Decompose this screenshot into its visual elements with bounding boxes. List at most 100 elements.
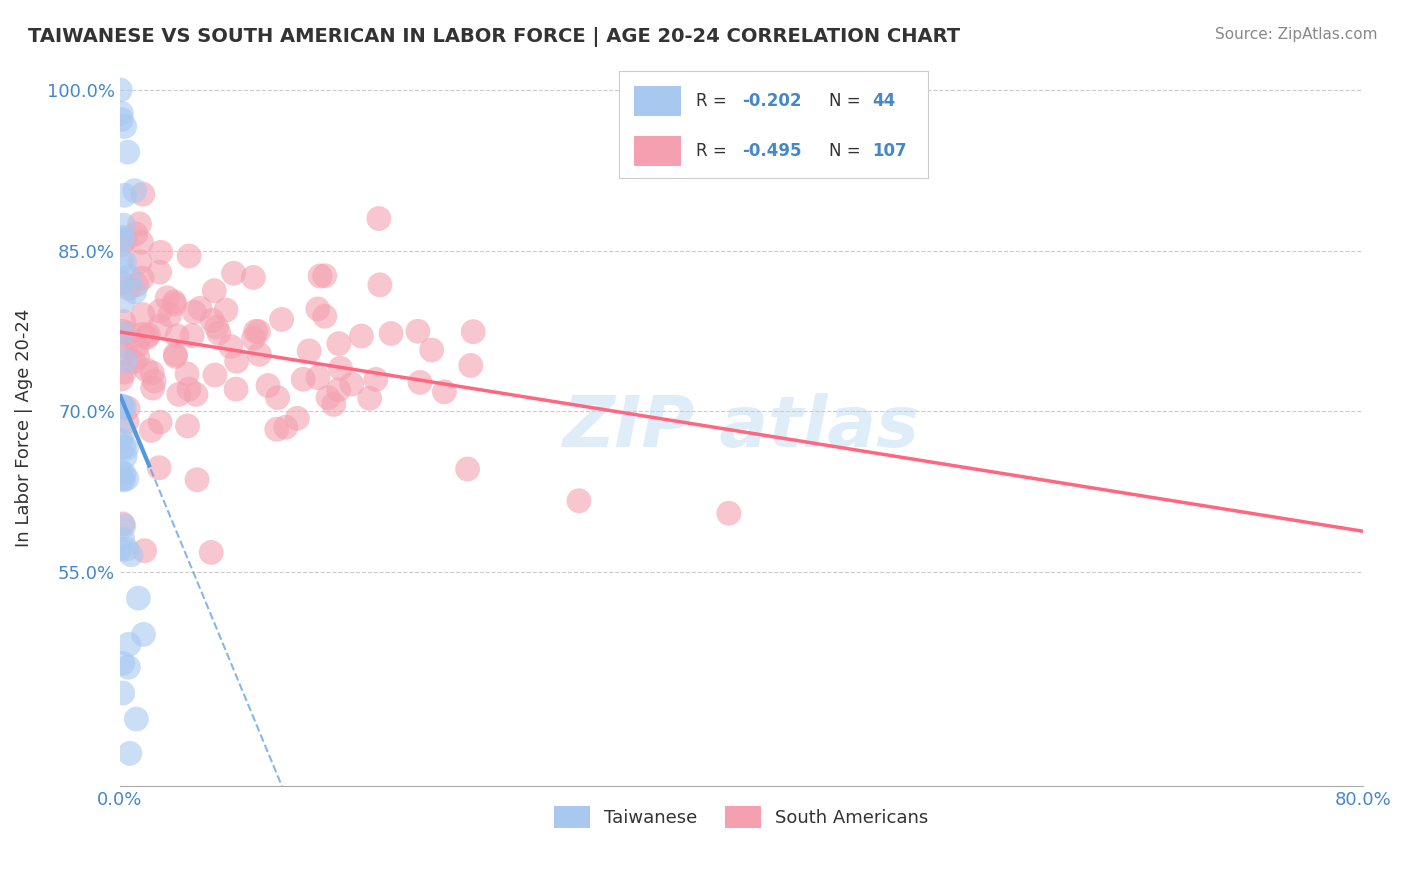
Point	[380, 326, 402, 341]
Point	[266, 422, 288, 436]
Point	[245, 324, 267, 338]
Point	[132, 187, 155, 202]
Point	[364, 372, 387, 386]
Point	[111, 657, 134, 671]
Point	[135, 363, 157, 377]
Point	[183, 305, 205, 319]
Text: 44: 44	[872, 93, 896, 111]
Point	[149, 415, 172, 429]
Point	[159, 308, 181, 322]
Point	[117, 145, 139, 160]
Point	[112, 218, 135, 232]
Point	[111, 401, 134, 415]
Point	[328, 383, 350, 397]
Point	[186, 473, 208, 487]
Point	[287, 411, 309, 425]
Point	[138, 328, 160, 343]
Point	[307, 370, 329, 384]
Point	[141, 424, 163, 438]
Point	[112, 425, 135, 439]
Point	[149, 319, 172, 334]
Point	[149, 245, 172, 260]
Text: -0.495: -0.495	[742, 142, 801, 160]
Point	[112, 347, 135, 361]
Point	[165, 350, 187, 364]
Point	[110, 434, 132, 448]
Point	[247, 325, 270, 339]
Point	[110, 83, 132, 97]
Point	[219, 339, 242, 353]
Point	[114, 255, 136, 269]
Text: TAIWANESE VS SOUTH AMERICAN IN LABOR FORCE | AGE 20-24 CORRELATION CHART: TAIWANESE VS SOUTH AMERICAN IN LABOR FOR…	[28, 27, 960, 46]
Point	[110, 464, 132, 478]
Point	[114, 353, 136, 368]
Point	[115, 442, 138, 456]
Point	[202, 284, 225, 298]
Point	[270, 312, 292, 326]
Text: R =: R =	[696, 93, 733, 111]
Point	[108, 276, 131, 290]
Point	[307, 301, 329, 316]
Point	[112, 365, 135, 379]
Point	[242, 331, 264, 345]
Point	[249, 347, 271, 361]
Point	[205, 320, 228, 334]
Point	[115, 542, 138, 557]
Point	[134, 543, 156, 558]
Point	[128, 217, 150, 231]
Point	[149, 265, 172, 279]
Point	[156, 291, 179, 305]
Point	[208, 326, 231, 341]
Point	[117, 660, 139, 674]
Point	[114, 120, 136, 134]
Point	[131, 271, 153, 285]
Point	[110, 238, 132, 252]
Point	[111, 516, 134, 531]
Point	[111, 324, 134, 338]
Point	[136, 330, 159, 344]
Point	[115, 472, 138, 486]
Point	[111, 472, 134, 486]
Point	[111, 233, 134, 247]
Point	[420, 343, 443, 357]
Point	[112, 293, 135, 308]
Point	[118, 637, 141, 651]
Point	[257, 378, 280, 392]
Point	[225, 354, 247, 368]
Point	[406, 324, 429, 338]
Point	[329, 361, 352, 376]
Point	[314, 268, 336, 283]
Point	[176, 367, 198, 381]
Point	[242, 270, 264, 285]
Point	[128, 254, 150, 268]
Point	[118, 269, 141, 284]
Point	[204, 368, 226, 382]
Point	[127, 591, 149, 606]
Point	[127, 339, 149, 353]
Point	[114, 339, 136, 353]
Point	[110, 276, 132, 290]
Point	[222, 266, 245, 280]
Y-axis label: In Labor Force | Age 20-24: In Labor Force | Age 20-24	[15, 309, 32, 547]
Point	[118, 747, 141, 761]
Point	[359, 391, 381, 405]
Point	[181, 328, 204, 343]
Point	[314, 310, 336, 324]
Point	[200, 545, 222, 559]
Point	[367, 211, 389, 226]
Point	[112, 440, 135, 454]
Point	[131, 327, 153, 342]
Point	[118, 326, 141, 340]
Point	[112, 188, 135, 202]
Point	[188, 301, 211, 316]
Point	[115, 415, 138, 429]
Point	[111, 230, 134, 244]
Point	[460, 359, 482, 373]
Point	[110, 112, 132, 127]
Point	[124, 285, 146, 299]
Point	[292, 372, 315, 386]
Point	[457, 462, 479, 476]
Text: 107: 107	[872, 142, 907, 160]
Point	[309, 268, 332, 283]
Point	[433, 384, 456, 399]
